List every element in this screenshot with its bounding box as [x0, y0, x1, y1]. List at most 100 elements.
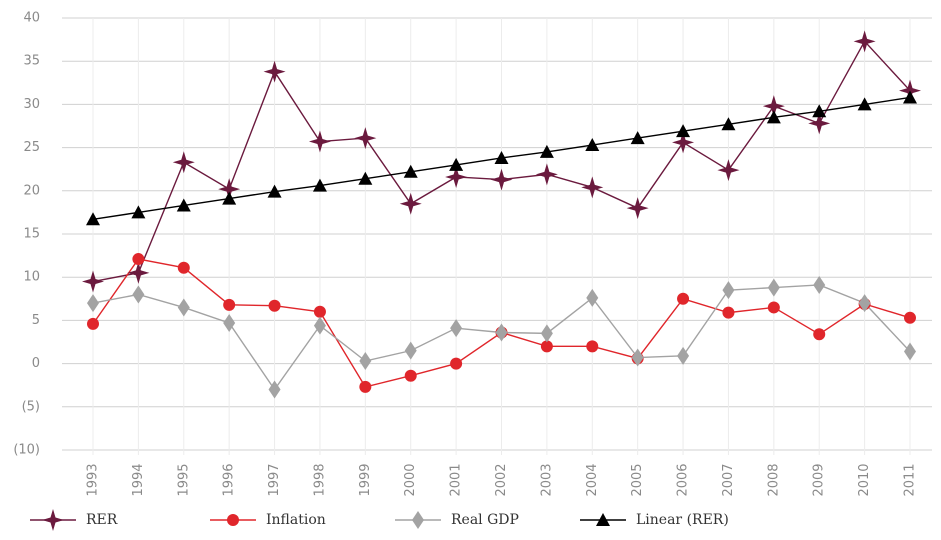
legend-marker [596, 513, 610, 526]
data-point [313, 305, 326, 318]
data-point [585, 138, 600, 152]
x-tick-label: 2001 [449, 463, 464, 496]
y-tick-label: 30 [23, 97, 40, 112]
data-point [449, 157, 464, 171]
y-tick-label: 35 [23, 54, 40, 69]
data-point [87, 294, 99, 313]
data-point [853, 30, 876, 53]
y-tick-label: 10 [23, 270, 40, 285]
y-tick-label: 20 [23, 183, 40, 198]
data-point [717, 159, 740, 182]
data-point [399, 192, 422, 215]
data-point [540, 340, 553, 353]
x-tick-label: 1999 [358, 463, 373, 496]
x-tick-label: 1996 [222, 463, 237, 496]
data-point [813, 275, 826, 294]
data-point [581, 176, 604, 199]
y-tick-label: 40 [23, 11, 40, 26]
data-point [494, 150, 509, 164]
data-point [722, 281, 735, 300]
data-point [86, 212, 100, 226]
data-point [904, 311, 916, 324]
x-tick-label: 2007 [721, 463, 736, 496]
data-point [540, 324, 553, 343]
x-tick-label: 2000 [403, 463, 418, 496]
x-tick-label: 2006 [676, 463, 691, 496]
y-tick-label: 0 [32, 356, 40, 371]
data-point [903, 90, 917, 104]
data-point [359, 352, 372, 371]
data-point [450, 319, 463, 338]
data-point [268, 380, 281, 399]
data-point [176, 198, 191, 212]
data-point [354, 127, 377, 150]
data-point [445, 165, 468, 188]
data-point [404, 369, 417, 382]
data-point [721, 117, 736, 131]
data-point [177, 261, 190, 274]
data-point [672, 131, 695, 154]
data-point [490, 168, 513, 191]
x-tick-label: 2002 [494, 463, 509, 496]
legend-marker [42, 509, 64, 531]
legend-label: Inflation [266, 512, 326, 528]
x-tick-label: 2004 [585, 463, 600, 496]
legend-marker [227, 514, 239, 526]
data-point [495, 323, 508, 342]
data-point [767, 301, 780, 314]
x-tick-label: 2010 [857, 463, 872, 496]
data-point [586, 288, 599, 307]
y-tick-label: (5) [22, 399, 40, 414]
data-point [131, 205, 146, 219]
x-tick-label: 2008 [766, 463, 781, 496]
data-point [808, 112, 831, 135]
data-point [631, 348, 644, 367]
data-point [87, 317, 99, 330]
data-point [722, 306, 735, 319]
data-point [308, 130, 331, 153]
data-point [127, 261, 150, 284]
x-tick-label: 2005 [630, 463, 645, 496]
data-point [312, 178, 327, 192]
data-point [132, 253, 145, 266]
data-point [177, 298, 190, 317]
legend-label: RER [86, 512, 118, 528]
x-tick-label: 1997 [267, 463, 282, 496]
data-point [223, 313, 236, 332]
data-point [403, 164, 418, 178]
data-point [359, 380, 372, 393]
x-tick-label: 1993 [86, 463, 101, 496]
x-tick-label: 1994 [131, 463, 146, 496]
data-point [263, 60, 286, 83]
legend-label: Real GDP [451, 512, 519, 528]
y-tick-label: 25 [23, 140, 40, 155]
data-point [626, 197, 649, 220]
x-tick-label: 2011 [903, 463, 918, 496]
data-point [677, 292, 690, 305]
data-point [857, 97, 872, 111]
y-tick-label: 15 [23, 227, 40, 242]
data-point [358, 171, 373, 185]
data-point [812, 104, 827, 118]
data-point [450, 357, 463, 370]
data-point [762, 95, 785, 118]
data-point [767, 278, 780, 297]
data-point [268, 299, 281, 312]
data-point [172, 151, 195, 174]
data-point [313, 316, 326, 335]
y-tick-label: (10) [13, 443, 40, 458]
data-point [630, 131, 645, 145]
data-point [82, 270, 104, 293]
data-point [535, 163, 558, 186]
legend-label: Linear (RER) [636, 512, 729, 528]
data-point [132, 285, 145, 304]
x-tick-label: 2003 [539, 463, 554, 496]
x-tick-label: 1995 [176, 463, 191, 496]
data-point [404, 341, 417, 360]
y-tick-label: 5 [32, 313, 40, 328]
data-point [222, 191, 237, 205]
data-point [539, 144, 554, 158]
data-point [267, 184, 282, 198]
x-tick-label: 2009 [812, 463, 827, 496]
